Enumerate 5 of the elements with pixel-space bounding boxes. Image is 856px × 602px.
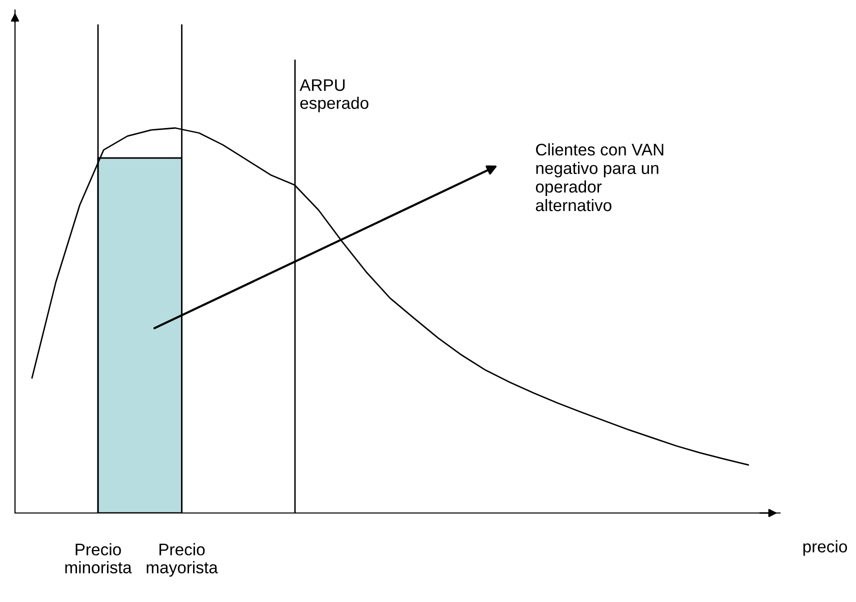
- text: Precio mayorista: [146, 543, 218, 577]
- x-axis-title: precio: [803, 540, 847, 556]
- annotation: Clientes con VAN negativo para un operador alternativo: [536, 143, 664, 212]
- text: Precio minorista: [65, 543, 132, 574]
- text: ARPU esperado: [300, 79, 368, 112]
